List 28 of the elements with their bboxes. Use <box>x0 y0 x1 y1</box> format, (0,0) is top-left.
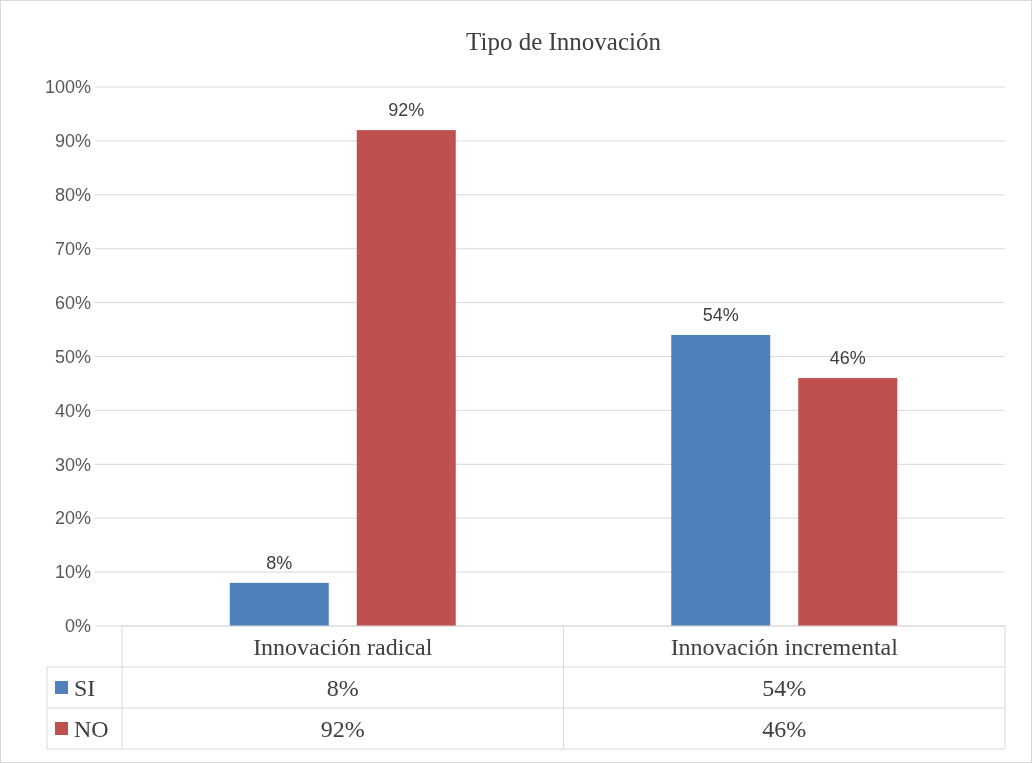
y-tick-label: 70% <box>54 238 91 259</box>
data-label: 92% <box>320 716 365 742</box>
bar <box>356 130 456 626</box>
legend-label: NO <box>74 716 109 742</box>
y-tick-label: 90% <box>54 131 91 152</box>
y-tick-label: 50% <box>54 346 91 367</box>
y-tick-label: 0% <box>64 616 91 637</box>
y-tick-label: 100% <box>44 77 91 98</box>
text: 54% <box>702 304 739 325</box>
data-label: 8% <box>326 675 359 701</box>
chart-title: Tipo de Innovación <box>466 28 662 55</box>
data-label: 54% <box>762 675 807 701</box>
legend-label: SI <box>74 675 96 701</box>
bar <box>229 582 329 626</box>
y-tick-label: 40% <box>54 400 91 421</box>
text: 46% <box>829 348 866 369</box>
y-tick-label: 80% <box>54 185 91 206</box>
x-tick-label: Innovación incremental <box>670 634 899 660</box>
bar <box>798 378 898 626</box>
y-tick-label: 20% <box>54 508 91 529</box>
bar <box>671 334 771 626</box>
data-label: 46% <box>762 716 807 742</box>
y-tick-label: 60% <box>54 292 91 313</box>
y-tick-label: 10% <box>54 562 91 583</box>
text: 8% <box>266 552 293 573</box>
y-tick-label: 30% <box>54 454 91 475</box>
x-tick-label: Innovación radical <box>253 634 433 660</box>
text: 92% <box>388 100 425 121</box>
